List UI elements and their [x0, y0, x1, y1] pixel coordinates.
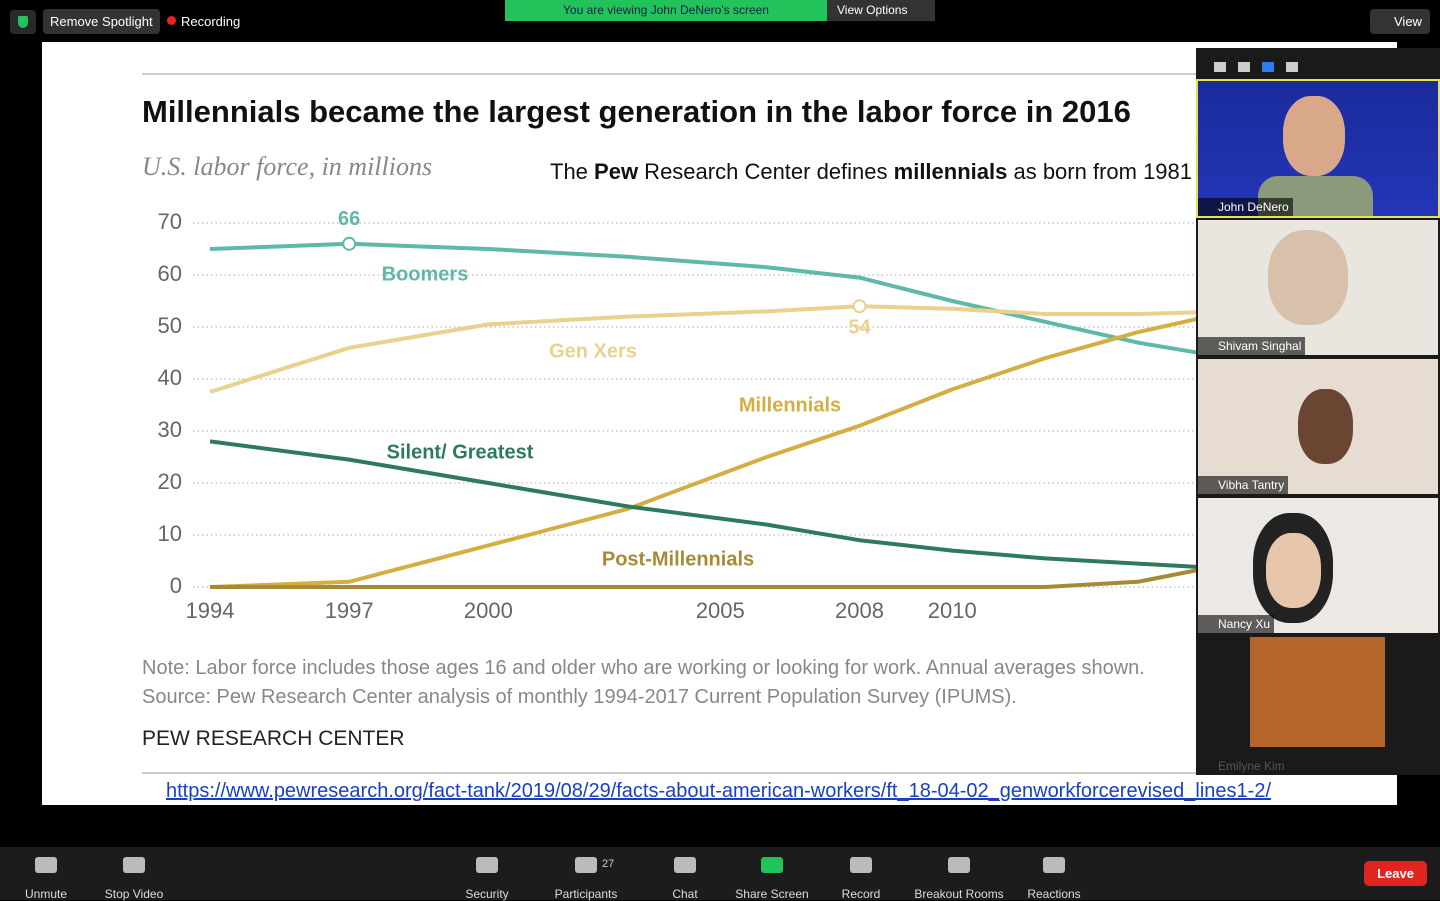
x-tick-label: 1997 [325, 598, 374, 623]
toolbar-icon[interactable] [123, 857, 145, 873]
participant-count: 27 [602, 858, 615, 870]
toolbar-icon[interactable] [850, 857, 872, 873]
dog-image [1250, 637, 1385, 747]
toolbar-icon[interactable] [761, 857, 783, 873]
rule [142, 73, 1396, 75]
participant-name: Vibha Tantry [1198, 476, 1289, 494]
toolbar: Leave Unmute Stop Video Security Participan… [0, 847, 1440, 901]
recording: Recording [181, 14, 241, 29]
caption-part: Pew [594, 159, 639, 184]
security-badge [10, 10, 36, 34]
toolbar-label[interactable]: Participants [554, 887, 618, 901]
slide-title: Millennials became the largest generatio… [142, 94, 1131, 129]
participant-name: Emilyne Kim [1218, 759, 1285, 773]
y-tick-label: 70 [158, 209, 182, 234]
series-label: Millennials [739, 394, 841, 416]
toolbar-icon[interactable] [575, 857, 597, 873]
toolbar-label[interactable]: Reactions [1027, 887, 1081, 901]
toolbar-label[interactable]: Share Screen [735, 887, 809, 901]
toolbar-icon[interactable] [1043, 857, 1065, 873]
caption-part: The [550, 159, 595, 184]
toolbar-label[interactable]: Unmute [24, 887, 68, 901]
toolbar-label[interactable]: Stop Video [104, 887, 164, 901]
x-tick-label: 2008 [835, 598, 884, 623]
toolbar-label[interactable]: Chat [672, 887, 698, 901]
toolbar-icon[interactable] [948, 857, 970, 873]
series-label: Post-Millennials [602, 548, 754, 570]
view-options[interactable]: View Options [827, 0, 935, 21]
toolbar-icon[interactable] [35, 857, 57, 873]
toolbar-icon[interactable] [674, 857, 696, 873]
video-tile: Vibha Tantry [1198, 359, 1438, 494]
x-tick-label: 2010 [928, 598, 977, 623]
annotation-label: 66 [338, 208, 360, 230]
x-tick-label: 1994 [186, 598, 235, 623]
participant-panel: John DeNero Shivam Singhal Vibha Tantry … [1196, 48, 1440, 775]
caption-part: Research Center defines [638, 159, 894, 184]
video-tile: Emilyne Kim [1198, 637, 1438, 775]
share-banner: You are viewing John DeNero's screen [505, 0, 827, 21]
face [1268, 230, 1348, 325]
caption-part: as born from 1981 [1007, 159, 1193, 184]
annotation-marker [852, 299, 867, 314]
remove-spotlight[interactable]: Remove Spotlight [43, 9, 160, 34]
toolbar-label[interactable]: Security [465, 887, 509, 901]
slide-subtitle: U.S. labor force, in millions [142, 152, 433, 181]
y-tick-label: 20 [158, 469, 182, 494]
series-line [209, 241, 1231, 361]
y-tick-label: 60 [158, 261, 182, 286]
face [1283, 96, 1345, 176]
y-tick-label: 0 [170, 573, 182, 598]
layout-icons[interactable] [1214, 62, 1314, 72]
x-tick-label: 2005 [696, 598, 745, 623]
annotation-label: 54 [848, 316, 871, 338]
toolbar-label[interactable]: Breakout Rooms [914, 887, 1004, 901]
link[interactable]: https://www.pewresearch.org/fact-tank/20… [166, 780, 1271, 802]
video-tile: Shivam Singhal [1198, 220, 1438, 355]
series-label: Gen Xers [549, 340, 637, 362]
series-line [209, 439, 1231, 571]
source: Source: Pew Research Center analysis of … [142, 686, 1017, 708]
participant-name: John DeNero [1198, 198, 1293, 216]
caption-part: millennials [893, 159, 1008, 184]
view-button[interactable]: View [1370, 9, 1430, 34]
recording-dot [167, 16, 176, 25]
series-line [209, 304, 1231, 394]
series-line [210, 561, 1231, 589]
shared-slide [42, 42, 1397, 805]
note: Note: Labor force includes those ages 16… [142, 657, 1145, 679]
y-tick-label: 40 [158, 365, 182, 390]
toolbar-icon[interactable] [476, 857, 498, 873]
banner-text: You are viewing John DeNero's screen [563, 3, 769, 17]
video-tile: Nancy Xu [1198, 498, 1438, 633]
brand: PEW RESEARCH CENTER [142, 727, 405, 750]
y-tick-label: 50 [158, 313, 182, 338]
video-tile: John DeNero [1196, 79, 1440, 218]
x-tick-label: 2000 [464, 598, 513, 623]
leave-button[interactable]: Leave [1364, 861, 1427, 886]
y-tick-label: 10 [158, 521, 182, 546]
face [1266, 533, 1321, 608]
rule [142, 772, 1396, 774]
y-tick-label: 30 [158, 417, 182, 442]
toolbar-label[interactable]: Record [841, 887, 881, 901]
series-label: Boomers [382, 263, 469, 285]
caption: The Pew Research Center defines millenni… [550, 159, 1192, 185]
face [1298, 389, 1353, 464]
participant-name: Nancy Xu [1198, 615, 1275, 633]
annotation-marker [342, 236, 357, 251]
participant-name: Shivam Singhal [1198, 337, 1306, 355]
series-line [209, 309, 1232, 589]
series-label: Silent/ Greatest [387, 441, 534, 463]
